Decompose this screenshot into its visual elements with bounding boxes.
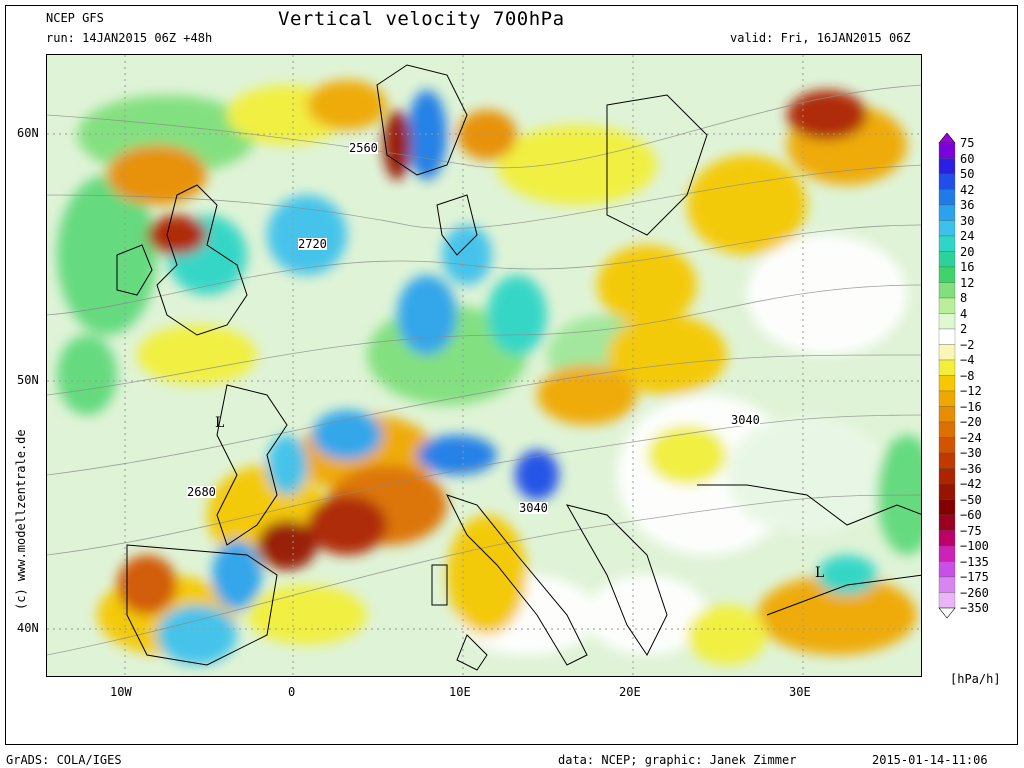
- legend-level-label: −20: [960, 415, 982, 429]
- contour-label: 2720: [298, 237, 327, 251]
- watermark: (c) www.modellzentrale.de: [14, 429, 28, 610]
- legend-band: [938, 142, 956, 159]
- legend-band: [938, 421, 956, 438]
- legend-level-label: −8: [960, 368, 975, 383]
- lat-label: 50N: [17, 373, 39, 387]
- legend-level-label: −175: [960, 570, 989, 584]
- legend-level-label: 20: [960, 244, 975, 259]
- legend-band: [938, 251, 956, 268]
- legend-band: [938, 266, 956, 283]
- legend-band: [938, 468, 956, 485]
- contour-label: 3040: [519, 501, 548, 515]
- footer-software: GrADS: COLA/IGES: [6, 753, 122, 767]
- legend-level-label: −24: [960, 430, 982, 445]
- legend-level-label: 75: [960, 136, 975, 150]
- lon-label: 10W: [110, 685, 132, 699]
- contour-label: 3040: [731, 413, 760, 427]
- legend-band: [938, 328, 956, 345]
- legend-level-label: 2: [960, 322, 968, 336]
- legend-level-label: 4: [960, 306, 968, 321]
- contour-label: 2680: [187, 485, 216, 499]
- legend-level-label: −100: [960, 539, 989, 553]
- map-area: 2560 2720 3040 2680 3040 L L: [46, 54, 922, 677]
- legend-level-label: −50: [960, 492, 982, 507]
- run-info: run: 14JAN2015 06Z +48h: [46, 31, 213, 45]
- legend-level-label: −42: [960, 477, 982, 491]
- legend-band: [938, 204, 956, 221]
- legend-level-label: −260: [960, 585, 989, 600]
- legend-level-label: 50: [960, 167, 975, 181]
- legend-band: [938, 406, 956, 423]
- legend-level-label: −36: [960, 461, 982, 476]
- legend-band: [938, 390, 956, 407]
- model-name: NCEP GFS: [46, 11, 104, 25]
- legend-band: [938, 158, 956, 175]
- legend-band: [938, 545, 956, 562]
- legend-band: [938, 499, 956, 516]
- legend-band: [938, 437, 956, 454]
- plot-frame: [5, 5, 1018, 745]
- legend-bottom-arrow: [938, 607, 956, 619]
- legend-band: [938, 189, 956, 206]
- legend-level-label: −60: [960, 508, 982, 522]
- contour-label: 2560: [349, 141, 378, 155]
- legend-band: [938, 359, 956, 376]
- low-pressure-marker: L: [215, 415, 225, 431]
- lon-label: 30E: [789, 685, 811, 699]
- footer-credit: data: NCEP; graphic: Janek Zimmer: [558, 753, 797, 767]
- legend-top-arrow: [938, 132, 956, 144]
- legend-level-label: 42: [960, 182, 975, 197]
- legend-band: [938, 375, 956, 392]
- lon-label: 10E: [449, 685, 471, 699]
- legend-level-label: 60: [960, 151, 975, 166]
- legend-band: [938, 561, 956, 578]
- legend-bands: [938, 132, 956, 619]
- legend-level-label: 8: [960, 291, 968, 305]
- lon-label: 20E: [619, 685, 641, 699]
- legend-level-label: −135: [960, 554, 989, 569]
- valid-time: valid: Fri, 16JAN2015 06Z: [730, 31, 911, 45]
- legend-level-label: −4: [960, 353, 975, 367]
- legend-level-label: 36: [960, 198, 975, 212]
- legend-level-label: 16: [960, 260, 975, 274]
- vertical-velocity-field: [47, 55, 921, 676]
- legend-level-label: −350: [960, 601, 989, 615]
- legend-band: [938, 282, 956, 299]
- lon-label: 0: [288, 685, 296, 699]
- legend-band: [938, 220, 956, 237]
- legend-band: [938, 235, 956, 252]
- legend-level-label: 30: [960, 213, 975, 228]
- legend-level-label: −12: [960, 384, 982, 398]
- legend-level-label: −16: [960, 399, 982, 414]
- legend-unit: [hPa/h]: [950, 672, 1001, 686]
- legend-band: [938, 483, 956, 500]
- legend-band: [938, 530, 956, 547]
- legend-band: [938, 592, 956, 609]
- legend-band: [938, 514, 956, 531]
- legend-colorbar: [937, 132, 957, 633]
- map-title: Vertical velocity 700hPa: [278, 8, 565, 30]
- legend-band: [938, 576, 956, 593]
- legend-level-label: −75: [960, 523, 982, 538]
- lat-label: 40N: [17, 621, 39, 635]
- legend-band: [938, 297, 956, 314]
- legend-level-label: −30: [960, 446, 982, 460]
- legend-band: [938, 173, 956, 190]
- legend-level-label: 24: [960, 229, 975, 243]
- lat-label: 60N: [17, 126, 39, 140]
- legend-level-label: −2: [960, 337, 975, 352]
- legend-band: [938, 344, 956, 361]
- footer-timestamp: 2015-01-14-11:06: [872, 753, 988, 767]
- low-pressure-marker: L: [815, 565, 825, 581]
- legend-band: [938, 313, 956, 330]
- legend-band: [938, 452, 956, 469]
- legend-level-label: 12: [960, 275, 975, 290]
